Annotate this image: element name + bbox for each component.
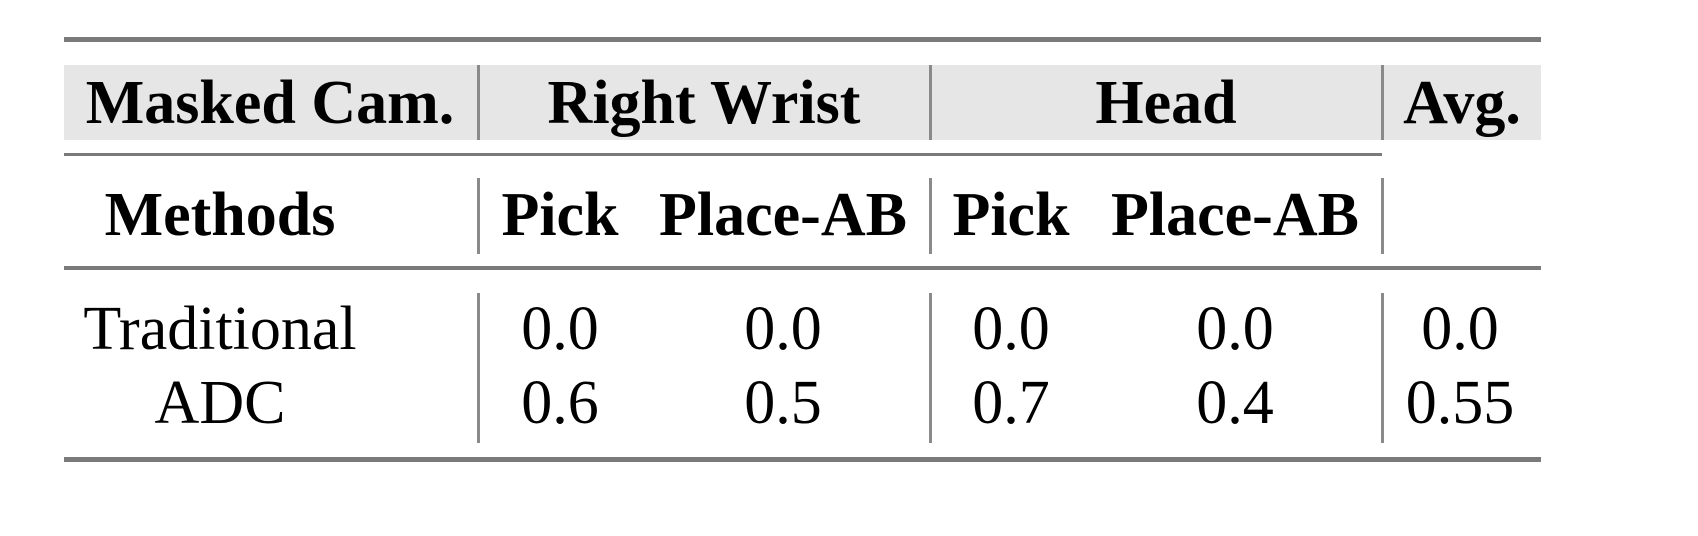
column-divider — [477, 293, 480, 443]
row-value: 0.55 — [1405, 369, 1515, 437]
header-head: Head — [1095, 69, 1237, 137]
header-head-pick: Pick — [952, 181, 1070, 249]
row-method: Traditional — [83, 295, 357, 363]
bottom-rule — [64, 457, 1541, 462]
header-background — [64, 65, 1541, 140]
mid-rule — [64, 266, 1541, 270]
group-rule — [64, 153, 1382, 156]
header-right-wrist: Right Wrist — [547, 69, 861, 137]
top-rule — [64, 37, 1541, 42]
row-method: ADC — [154, 369, 286, 437]
row-value: 0.6 — [521, 369, 599, 437]
column-divider — [929, 178, 932, 254]
row-value: 0.0 — [1196, 295, 1274, 363]
header-head-place-ab: Place-AB — [1111, 181, 1359, 249]
row-value: 0.0 — [972, 295, 1050, 363]
header-methods: Methods — [104, 181, 336, 249]
column-divider — [477, 178, 480, 254]
column-divider — [929, 65, 932, 140]
header-rw-place-ab: Place-AB — [659, 181, 907, 249]
row-value: 0.4 — [1196, 369, 1274, 437]
header-rw-pick: Pick — [501, 181, 619, 249]
column-divider — [1381, 293, 1384, 443]
row-value: 0.0 — [521, 295, 599, 363]
column-divider — [477, 65, 480, 140]
column-divider — [1381, 178, 1384, 254]
row-value: 0.0 — [1421, 295, 1499, 363]
header-avg: Avg. — [1403, 69, 1521, 137]
column-divider — [929, 293, 932, 443]
row-value: 0.5 — [744, 369, 822, 437]
row-value: 0.7 — [972, 369, 1050, 437]
column-divider — [1381, 65, 1384, 140]
row-value: 0.0 — [744, 295, 822, 363]
header-masked-cam: Masked Cam. — [85, 69, 455, 137]
